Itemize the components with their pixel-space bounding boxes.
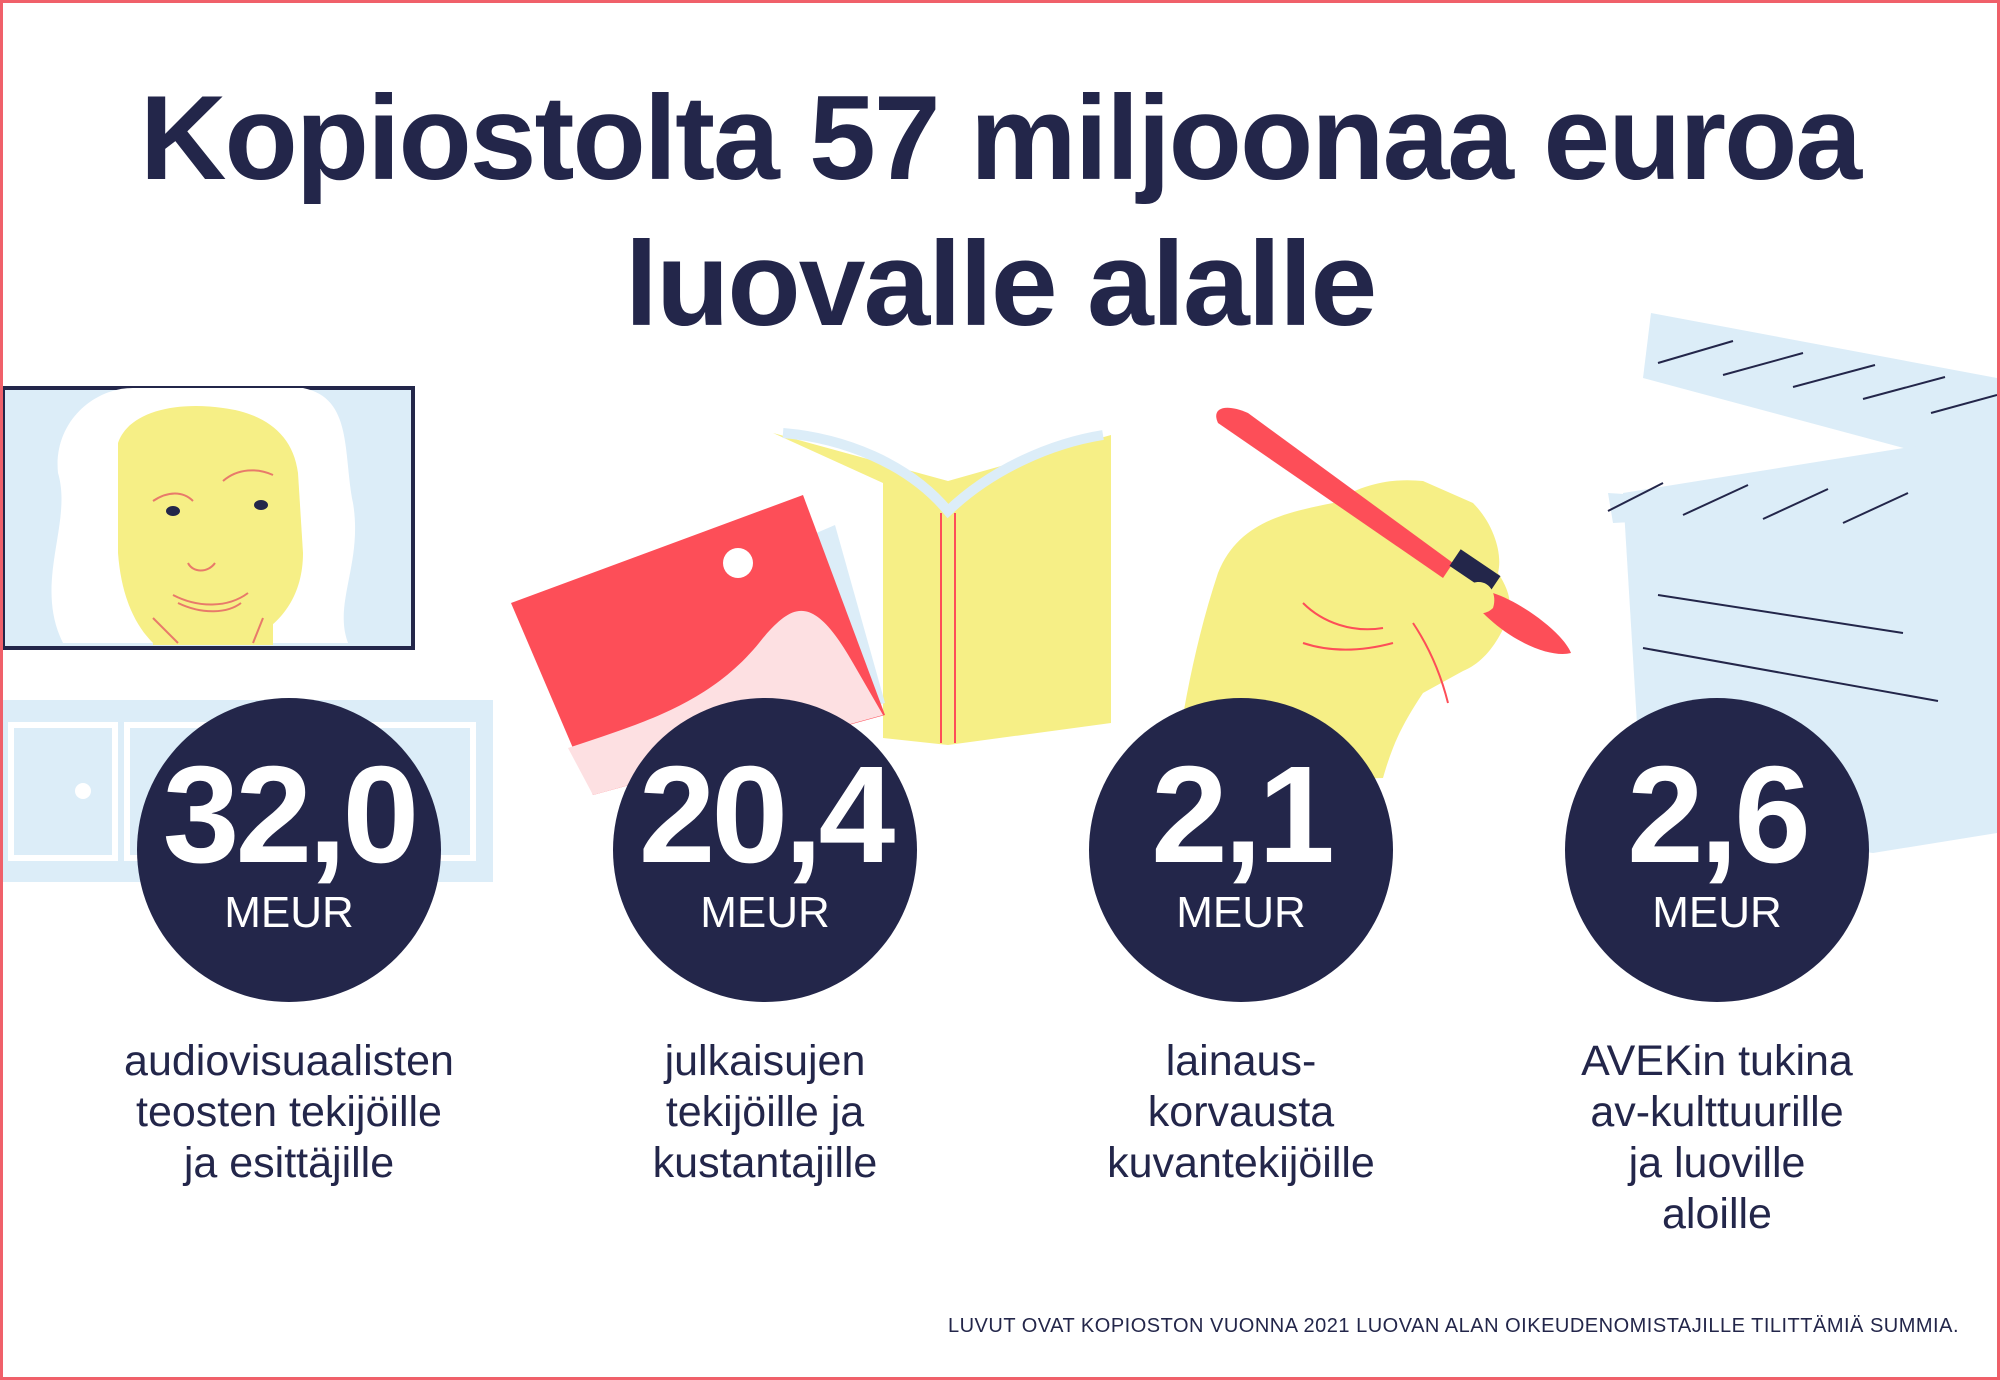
- desc-line: ja luoville: [1628, 1139, 1806, 1187]
- stat-circle-lending: 2,1 MEUR: [1089, 698, 1393, 1002]
- desc-line: audiovisuaalisten: [124, 1037, 454, 1085]
- desc-line: ja esittäjille: [183, 1139, 395, 1187]
- desc-line: av-kulttuurille: [1590, 1088, 1844, 1136]
- stat-value: 20,4: [638, 738, 896, 892]
- desc-line: aloille: [1662, 1190, 1772, 1238]
- stat-circle-avek: 2,6 MEUR: [1565, 698, 1869, 1002]
- stat-value: 2,6: [1627, 738, 1811, 892]
- stat-description-audiovisual: audiovisuaalisten teosten tekijöille ja …: [79, 1036, 499, 1189]
- stat-value: 32,0: [162, 738, 420, 892]
- stat-description-avek: AVEKin tukina av-kulttuurille ja luovill…: [1507, 1036, 1927, 1240]
- desc-line: tekijöille ja: [665, 1088, 865, 1136]
- stat-unit: MEUR: [700, 888, 830, 937]
- stat-unit: MEUR: [1176, 888, 1306, 937]
- tv-face-icon: [3, 386, 415, 650]
- footnote: LUVUT OVAT KOPIOSTON VUONNA 2021 LUOVAN …: [947, 1315, 1959, 1337]
- desc-line: teosten tekijöille: [136, 1088, 442, 1136]
- desc-line: kuvantekijöille: [1107, 1139, 1375, 1187]
- stat-unit: MEUR: [224, 888, 354, 937]
- open-book-icon: [773, 428, 1111, 745]
- desc-line: AVEKin tukina: [1581, 1037, 1853, 1085]
- title-line-2: luovalle alalle: [624, 217, 1377, 351]
- title-line-1: Kopiostolta 57 miljoonaa euroa: [139, 71, 1862, 205]
- stat-circle-audiovisual: 32,0 MEUR: [137, 698, 441, 1002]
- illustrations: [3, 313, 1997, 882]
- stat-value: 2,1: [1151, 738, 1335, 892]
- page-title: Kopiostolta 57 miljoonaa euroa luovalle …: [3, 65, 1997, 357]
- stat-circle-publications: 20,4 MEUR: [613, 698, 917, 1002]
- stat-description-lending: lainaus- korvausta kuvantekijöille: [1031, 1036, 1451, 1189]
- stat-unit: MEUR: [1652, 888, 1782, 937]
- stat-description-publications: julkaisujen tekijöille ja kustantajille: [555, 1036, 975, 1189]
- desc-line: korvausta: [1147, 1088, 1335, 1136]
- desc-line: kustantajille: [652, 1139, 878, 1187]
- desc-line: lainaus-: [1165, 1037, 1317, 1085]
- desc-line: julkaisujen: [664, 1037, 866, 1085]
